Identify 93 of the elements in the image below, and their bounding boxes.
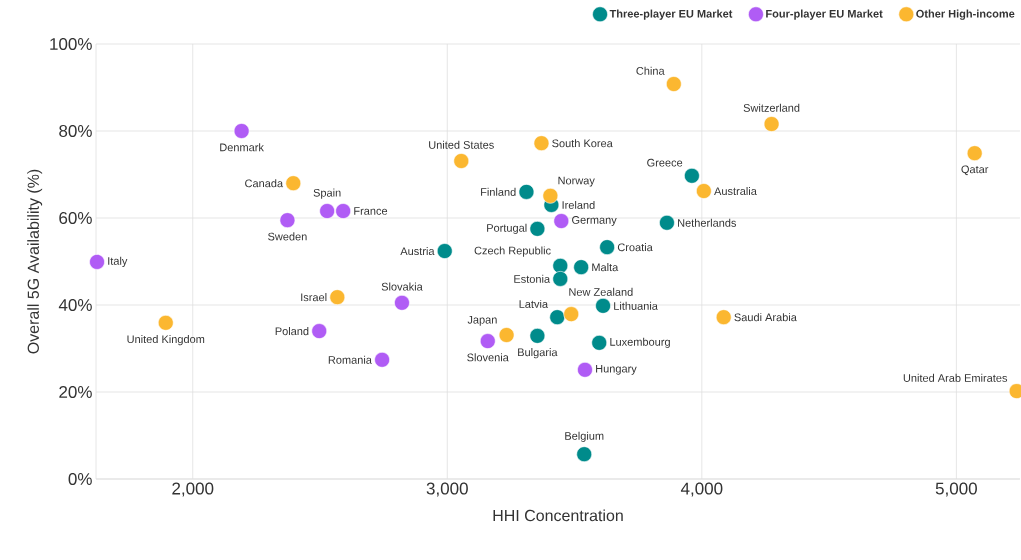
y-axis-title: Overall 5G Availability (%) <box>27 169 43 354</box>
y-tick-label: 60% <box>59 211 92 225</box>
y-tick-label: 100% <box>50 37 92 51</box>
annotation: Israel <box>301 293 327 302</box>
annotation: Canada <box>245 179 284 188</box>
annotation: United Arab Emirates <box>903 373 1008 382</box>
annotation: United Kingdom <box>127 335 205 346</box>
annotation: Norway <box>558 176 595 187</box>
annotation: United States <box>429 140 494 149</box>
point <box>763 116 780 132</box>
x-tick-label: 2,000 <box>172 482 214 497</box>
annotation: Denmark <box>220 143 264 152</box>
point <box>696 183 712 199</box>
annotation: France <box>354 207 388 215</box>
point <box>529 221 546 237</box>
annotation: Italy <box>108 256 128 268</box>
point <box>394 295 410 311</box>
point <box>89 254 105 270</box>
point <box>553 213 570 229</box>
point <box>591 335 608 351</box>
point <box>552 271 569 287</box>
point <box>157 315 174 331</box>
point <box>552 258 569 274</box>
point <box>518 184 535 200</box>
point <box>453 153 470 169</box>
point <box>576 446 593 462</box>
annotation: Romania <box>328 355 372 364</box>
point <box>595 298 611 314</box>
annotation: Finland <box>481 187 516 196</box>
point <box>311 323 328 339</box>
point <box>966 145 983 161</box>
annotation: Latvia <box>519 299 549 308</box>
annotation: Hungary <box>596 364 637 375</box>
point <box>233 123 250 139</box>
annotation: Australia <box>714 186 757 196</box>
annotation: Poland <box>275 327 309 336</box>
point <box>279 212 296 228</box>
x-tick-label: 4,000 <box>680 482 723 497</box>
annotation: Austria <box>400 247 435 256</box>
annotation: Croatia <box>617 243 653 252</box>
annotation: Netherlands <box>678 218 737 227</box>
annotation: Saudi Arabia <box>734 313 797 322</box>
annotation: Greece <box>647 158 683 167</box>
annotation: South Korea <box>552 139 613 148</box>
x-tick-label: 3,000 <box>426 482 468 497</box>
annotation: Slovenia <box>467 353 509 362</box>
point <box>563 306 580 322</box>
annotation: Bulgaria <box>518 348 558 359</box>
x-tick-label: 5,000 <box>935 482 977 497</box>
point <box>436 243 453 259</box>
annotation: Portugal <box>487 223 527 234</box>
point <box>533 135 550 151</box>
point <box>329 289 346 305</box>
y-tick-label: 80% <box>59 124 92 138</box>
annotation: Czech Republic <box>474 246 551 257</box>
point <box>479 333 496 349</box>
point <box>659 214 675 231</box>
annotation: China <box>636 66 665 75</box>
annotation: Spain <box>313 188 341 199</box>
annotation: Luxembourg <box>610 337 670 348</box>
legend-label: Four-player EU Market <box>766 9 883 20</box>
annotation: Lithuania <box>614 301 658 310</box>
point <box>529 328 546 344</box>
point <box>684 168 700 184</box>
point <box>549 309 566 325</box>
annotation: New Zealand <box>569 287 633 296</box>
x-axis-title: HHI Concentration <box>493 509 623 522</box>
point <box>542 188 559 204</box>
annotation: Belgium <box>565 431 604 442</box>
point <box>577 362 593 378</box>
annotation: Ireland <box>562 200 595 209</box>
point <box>715 309 732 325</box>
legend-label: Other High-income <box>916 9 1015 20</box>
y-tick-label: 40% <box>58 298 92 312</box>
annotation: Slovakia <box>381 282 423 291</box>
point <box>599 239 615 255</box>
point <box>285 175 302 191</box>
annotation: Malta <box>592 263 619 272</box>
y-tick-label: 0% <box>68 472 92 486</box>
point <box>319 203 335 219</box>
point <box>666 76 682 92</box>
point <box>498 327 515 343</box>
annotation: Estonia <box>514 274 551 283</box>
point <box>335 203 351 219</box>
annotation: Sweden <box>268 232 307 241</box>
annotation: Switzerland <box>743 103 800 112</box>
annotation: Japan <box>467 315 497 326</box>
point <box>374 352 390 368</box>
point <box>573 259 589 275</box>
y-tick-label: 20% <box>59 385 92 399</box>
annotation: Qatar <box>961 165 989 176</box>
legend-label: Three-player EU Market <box>609 9 733 20</box>
annotation: Germany <box>572 216 617 227</box>
